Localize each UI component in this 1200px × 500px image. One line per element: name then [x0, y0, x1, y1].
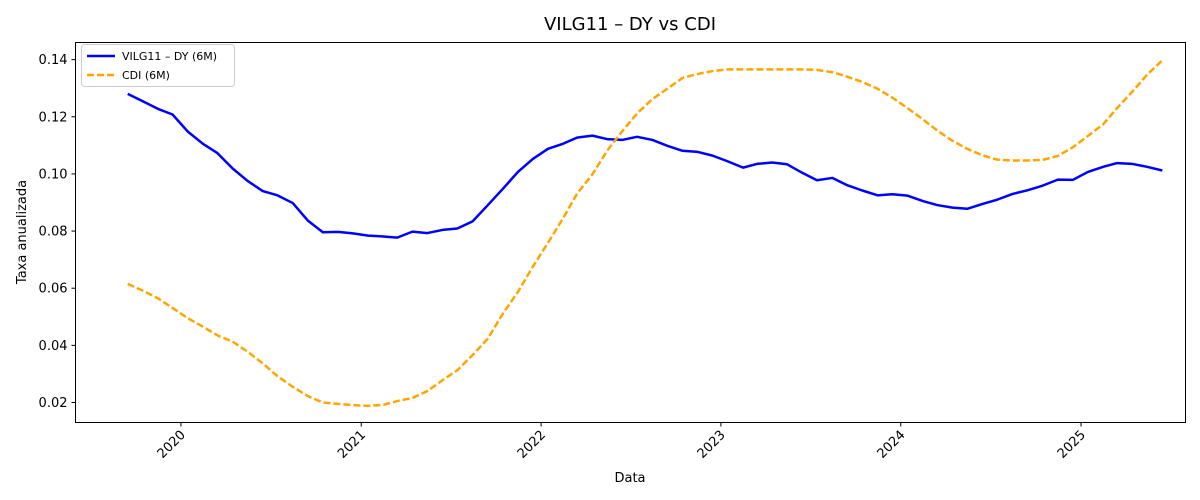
chart-title: VILG11 – DY vs CDI — [544, 14, 716, 35]
series-lines — [127, 59, 1164, 408]
x-tick-label: 2020 — [155, 428, 189, 462]
y-tick-label: 0.12 — [39, 110, 68, 125]
y-axis-label: Taxa anualizada — [15, 180, 30, 285]
x-tick-label: 2023 — [695, 428, 729, 462]
x-axis-label: Data — [614, 471, 645, 486]
x-tick-label: 2022 — [515, 428, 549, 462]
axis-ticks: 0.02 0.04 0.06 0.08 0.10 0.12 0.14 2020 2021 2022… — [39, 53, 1089, 462]
x-tick-label: 2024 — [875, 428, 909, 462]
y-tick-label: 0.04 — [39, 339, 68, 354]
legend-box — [81, 44, 235, 87]
y-tick-label: 0.02 — [39, 396, 68, 411]
y-tick-label: 0.06 — [39, 282, 68, 297]
y-tick-label: 0.10 — [39, 167, 68, 182]
plot-frame — [75, 42, 1186, 423]
y-tick-label: 0.14 — [39, 53, 68, 68]
legend-label-cdi: CDI (6M) — [122, 69, 170, 82]
legend: VILG11 – DY (6M) CDI (6M) — [81, 44, 235, 87]
x-tick-label: 2025 — [1055, 428, 1089, 462]
series-line-cdi — [127, 59, 1164, 408]
x-tick-label: 2021 — [335, 428, 369, 462]
y-tick-label: 0.08 — [39, 225, 68, 240]
series-line-vilg11-dy — [127, 92, 1163, 239]
legend-label-vilg11: VILG11 – DY (6M) — [122, 50, 217, 63]
